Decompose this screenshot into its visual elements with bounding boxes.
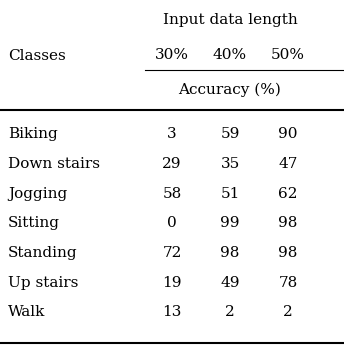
Text: 47: 47: [278, 157, 298, 171]
Text: 99: 99: [220, 216, 240, 230]
Text: 30%: 30%: [155, 48, 189, 62]
Text: Down stairs: Down stairs: [8, 157, 100, 171]
Text: Classes: Classes: [8, 49, 66, 63]
Text: Accuracy (%): Accuracy (%): [179, 82, 281, 97]
Text: 98: 98: [278, 246, 298, 260]
Text: 59: 59: [220, 127, 240, 141]
Text: Biking: Biking: [8, 127, 58, 141]
Text: 19: 19: [162, 276, 182, 290]
Text: 90: 90: [278, 127, 298, 141]
Text: 62: 62: [278, 187, 298, 201]
Text: 3: 3: [167, 127, 177, 141]
Text: Walk: Walk: [8, 306, 46, 319]
Text: 49: 49: [220, 276, 240, 290]
Text: 2: 2: [225, 306, 235, 319]
Text: Standing: Standing: [8, 246, 78, 260]
Text: 29: 29: [162, 157, 182, 171]
Text: 58: 58: [162, 187, 182, 201]
Text: 13: 13: [162, 306, 182, 319]
Text: Input data length: Input data length: [163, 13, 297, 27]
Text: Jogging: Jogging: [8, 187, 67, 201]
Text: 51: 51: [220, 187, 240, 201]
Text: 40%: 40%: [213, 48, 247, 62]
Text: 78: 78: [278, 276, 298, 290]
Text: Up stairs: Up stairs: [8, 276, 78, 290]
Text: 2: 2: [283, 306, 293, 319]
Text: 98: 98: [278, 216, 298, 230]
Text: 50%: 50%: [271, 48, 305, 62]
Text: 72: 72: [162, 246, 182, 260]
Text: 0: 0: [167, 216, 177, 230]
Text: Sitting: Sitting: [8, 216, 60, 230]
Text: 35: 35: [221, 157, 240, 171]
Text: 98: 98: [220, 246, 240, 260]
